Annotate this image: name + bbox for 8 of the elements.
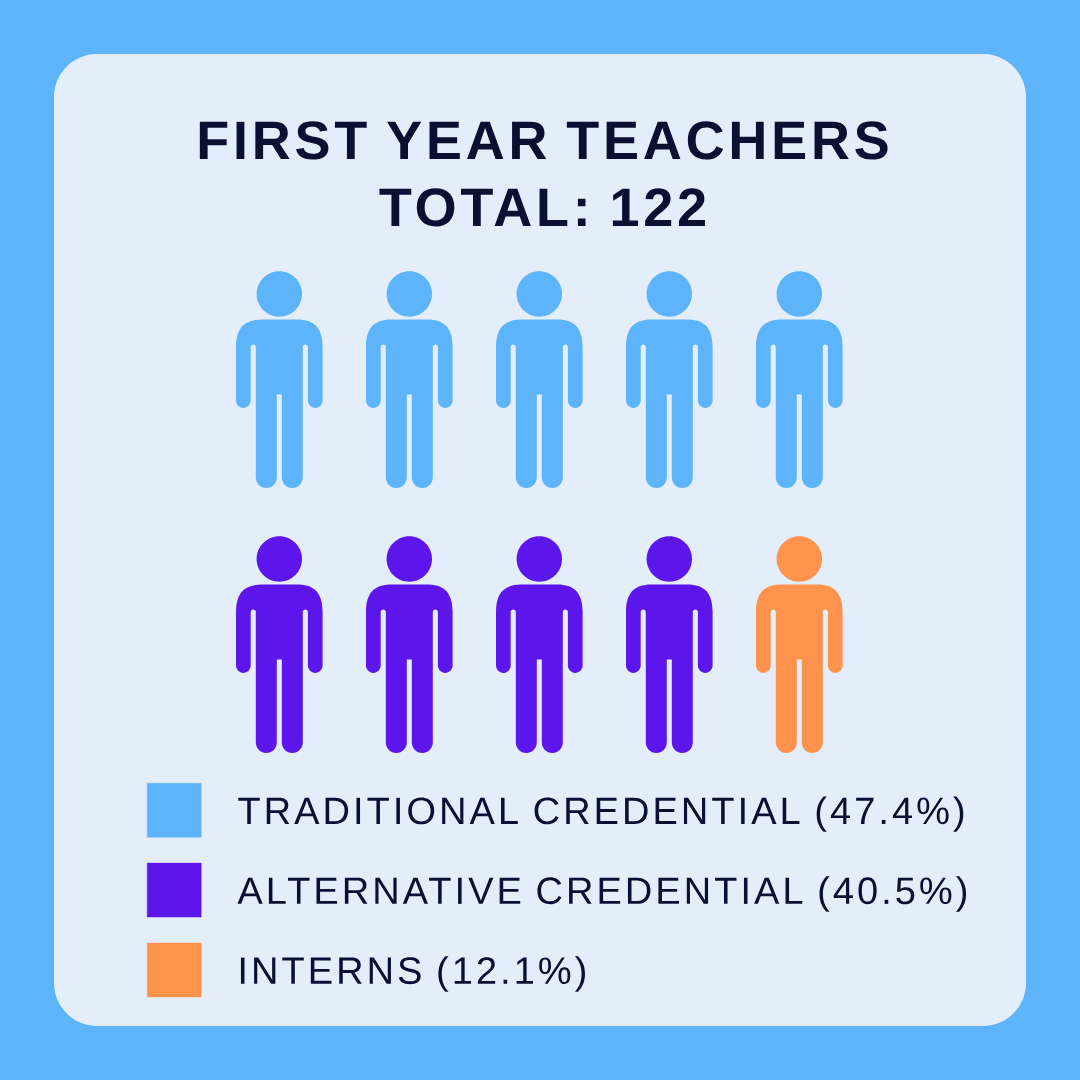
text: TOTAL: 122: [379, 188, 705, 227]
text: FIRST YEAR TEACHERS: [199, 121, 888, 160]
data-label: (47.4%): [816, 796, 964, 832]
category-label: INTERNS: [240, 957, 421, 985]
category-label: TRADITIONAL CREDENTIAL: [238, 797, 800, 825]
data-label: (12.1%): [438, 956, 585, 992]
data-label: (40.5%): [819, 876, 967, 912]
category-label: ALTERNATIVE CREDENTIAL: [237, 877, 803, 905]
